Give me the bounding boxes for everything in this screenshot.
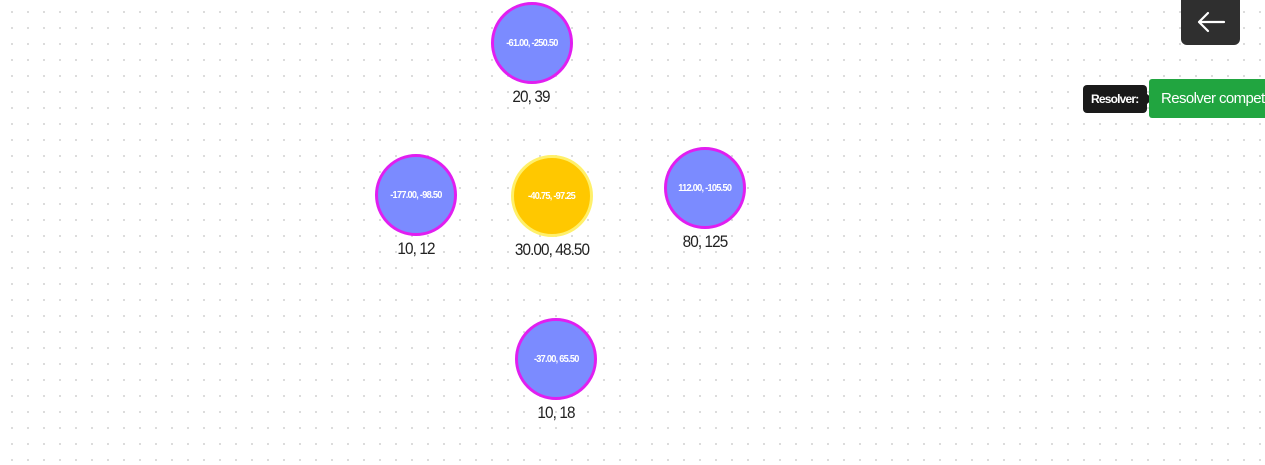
arrow-left-icon <box>1197 11 1225 32</box>
node-center-coords: -40.75, -97.25 <box>528 190 576 202</box>
node-center[interactable]: -40.75, -97.25 <box>511 155 593 237</box>
node-bottom-label: 10, 18 <box>537 403 575 422</box>
node-bottom[interactable]: -37.00, 65.50 <box>515 318 597 400</box>
node-left-coords: -177.00, -98.50 <box>390 189 442 201</box>
resolver-button[interactable]: Resolver compet <box>1149 79 1265 118</box>
node-right[interactable]: 112.00, -105.50 <box>664 147 746 229</box>
node-right-coords: 112.00, -105.50 <box>678 182 733 194</box>
back-button[interactable] <box>1181 0 1240 45</box>
node-top-label: 20, 39 <box>512 87 550 106</box>
node-right-label: 80, 125 <box>682 232 729 251</box>
node-left-label: 10, 12 <box>397 239 435 258</box>
node-top[interactable]: -61.00, -250.50 <box>491 2 573 84</box>
node-bottom-coords: -37.00, 65.50 <box>533 353 579 365</box>
resolver-tag: Resolver: <box>1083 85 1152 113</box>
node-left[interactable]: -177.00, -98.50 <box>375 154 457 236</box>
node-top-coords: -61.00, -250.50 <box>506 37 558 49</box>
node-center-label: 30.00, 48.50 <box>514 240 590 259</box>
